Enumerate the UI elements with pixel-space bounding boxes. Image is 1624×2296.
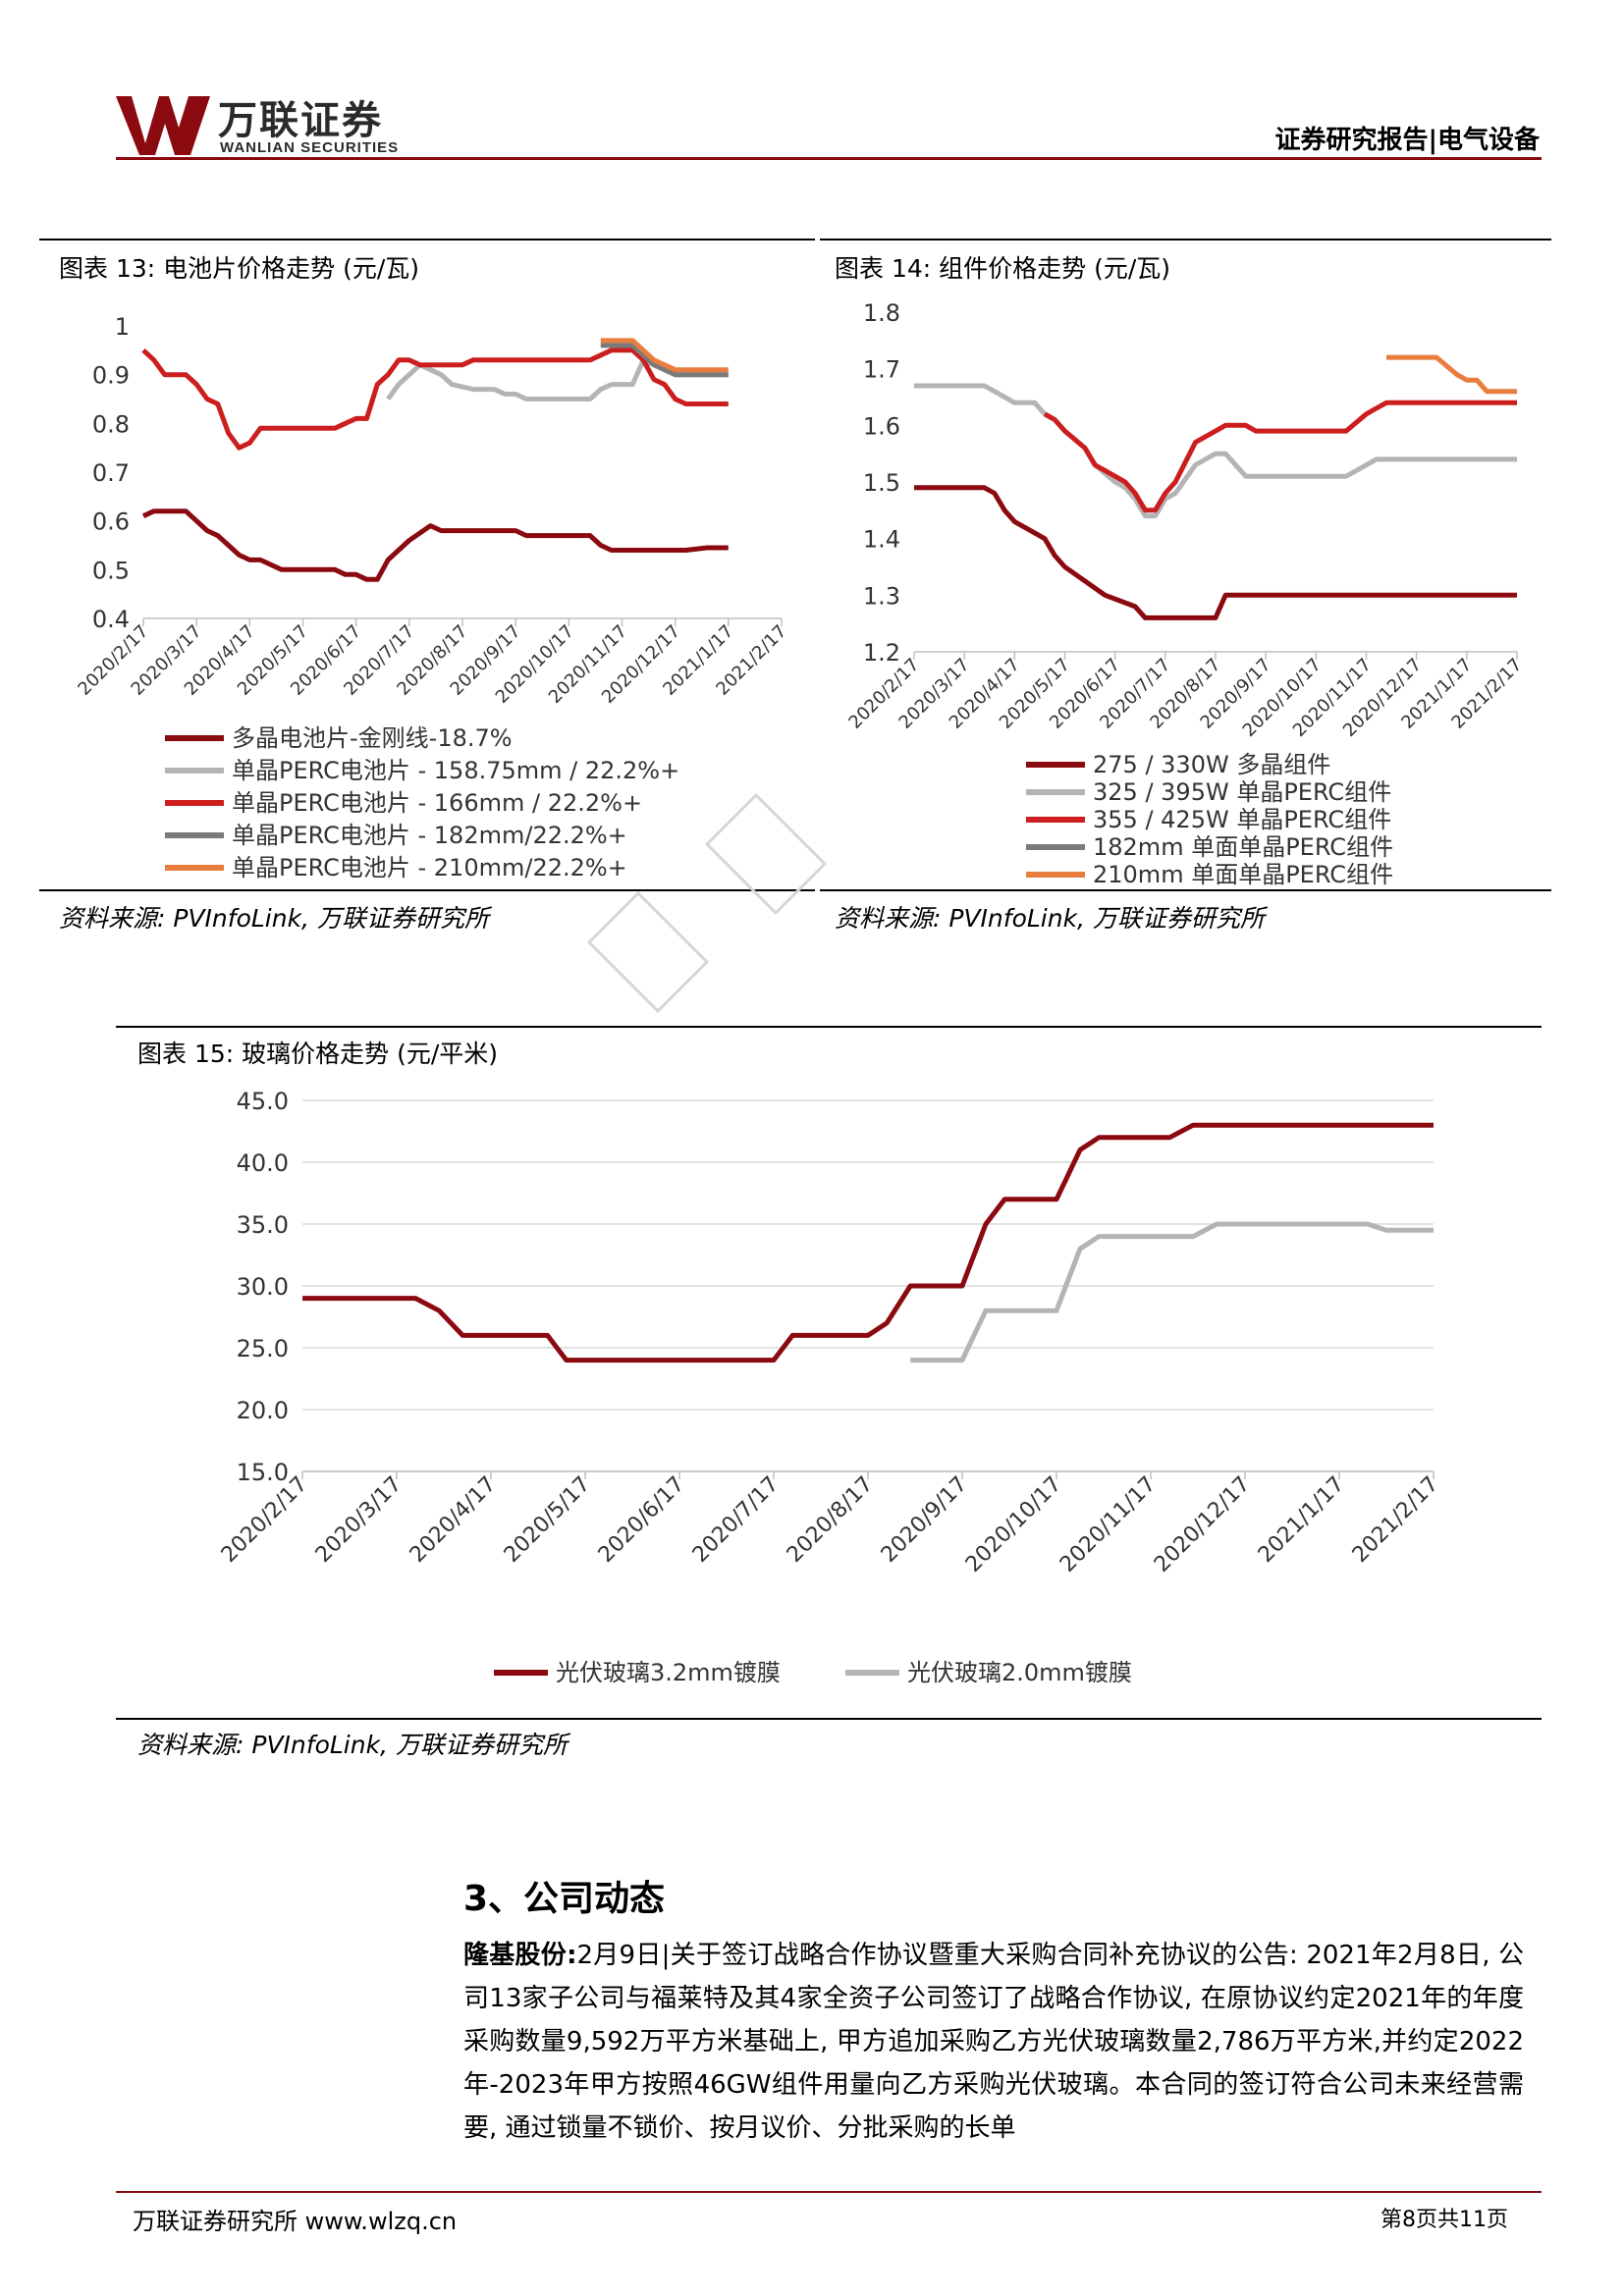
series-line-3: [600, 343, 729, 378]
legend-label: 275 / 330W 多晶组件: [1093, 751, 1330, 778]
y-tick-label: 1.3: [863, 582, 900, 610]
x-tick-label: 2020/4/17: [406, 1472, 501, 1568]
y-tick-label: 1.6: [863, 412, 900, 440]
company-logo: 万联证券 WANLIAN SECURITIES: [116, 88, 450, 159]
series-line-4: [1386, 354, 1517, 395]
series-line-0: [302, 1122, 1434, 1363]
x-tick-label: 2021/1/17: [1254, 1472, 1349, 1568]
footer-left: 万联证券研究所 www.wlzq.cn: [133, 2208, 458, 2235]
fig13-source: 资料来源: PVInfoLink, 万联证券研究所: [59, 904, 489, 933]
y-tick-label: 1.2: [863, 639, 900, 667]
fig13-top-rule: [39, 239, 815, 240]
y-tick-label: 30.0: [237, 1273, 289, 1301]
x-tick-label: 2020/6/17: [594, 1472, 689, 1568]
section-paragraph: 隆基股份:2月9日|关于签订战略合作协议暨重大采购合同补充协议的公告: 2021…: [463, 1934, 1524, 2150]
fig14-source: 资料来源: PVInfoLink, 万联证券研究所: [835, 904, 1265, 933]
logo-en-text: WANLIAN SECURITIES: [220, 139, 400, 156]
legend-label: 182mm 单面单晶PERC组件: [1093, 833, 1393, 861]
x-tick-label: 2020/5/17: [500, 1472, 595, 1568]
x-tick-label: 2020/9/17: [877, 1472, 972, 1568]
fig14-top-rule: [820, 239, 1551, 240]
chart-glass-price: 15.020.025.030.035.040.045.02020/2/17202…: [217, 1088, 1443, 1686]
x-tick-label: 2020/10/17: [961, 1472, 1066, 1577]
series-line-0: [141, 508, 729, 582]
legend-label: 光伏玻璃3.2mm镀膜: [556, 1659, 781, 1686]
x-tick-label: 2020/8/17: [783, 1472, 878, 1568]
fig15-source: 资料来源: PVInfoLink, 万联证券研究所: [137, 1731, 568, 1759]
fig14-bottom-rule: [820, 889, 1551, 891]
y-tick-label: 0.7: [92, 459, 130, 487]
series-line-1: [914, 383, 1517, 519]
legend-label: 光伏玻璃2.0mm镀膜: [907, 1659, 1132, 1686]
fig15-bottom-rule: [116, 1718, 1542, 1720]
legend-label: 单晶PERC电池片 - 182mm/22.2%+: [232, 822, 627, 849]
fig13-title: 图表 13: 电池片价格走势 (元/瓦): [59, 254, 420, 283]
y-tick-label: 1.8: [863, 299, 900, 327]
y-tick-label: 0.9: [92, 362, 130, 390]
fig15-title: 图表 15: 玻璃价格走势 (元/平米): [137, 1040, 499, 1068]
legend-label: 单晶PERC电池片 - 210mm/22.2%+: [232, 854, 627, 881]
y-tick-label: 0.4: [92, 606, 130, 633]
y-tick-label: 0.8: [92, 410, 130, 438]
company-name: 隆基股份:: [463, 1941, 577, 1970]
y-tick-label: 0.5: [92, 557, 130, 584]
y-tick-label: 40.0: [237, 1149, 289, 1177]
series-line-2: [141, 347, 729, 451]
footer-divider: [116, 2191, 1542, 2193]
series-line-4: [600, 338, 729, 373]
y-tick-label: 25.0: [237, 1335, 289, 1362]
x-tick-label: 2020/2/17: [217, 1472, 312, 1568]
y-tick-label: 45.0: [237, 1088, 289, 1115]
watermark-icon: [586, 792, 828, 1014]
paragraph-text: 2月9日|关于签订战略合作协议暨重大采购合同补充协议的公告: 2021年2月8日…: [463, 1941, 1524, 2143]
logo-cn-text: 万联证券: [218, 98, 383, 143]
x-tick-label: 2020/12/17: [1150, 1472, 1255, 1577]
x-tick-label: 2020/3/17: [311, 1472, 406, 1568]
legend-label: 325 / 395W 单晶PERC组件: [1093, 778, 1391, 806]
fig15-top-rule: [116, 1026, 1542, 1028]
report-type: 证券研究报告|电气设备: [1274, 126, 1541, 155]
y-tick-label: 1.7: [863, 356, 900, 384]
legend-label: 多晶电池片-金刚线-18.7%: [232, 724, 513, 752]
legend-label: 210mm 单面单晶PERC组件: [1093, 861, 1393, 885]
series-line-0: [914, 485, 1517, 620]
fig13-bottom-rule: [39, 889, 815, 891]
y-tick-label: 1.5: [863, 469, 900, 497]
y-tick-label: 1: [115, 313, 130, 341]
y-tick-label: 15.0: [237, 1459, 289, 1486]
legend-label: 355 / 425W 单晶PERC组件: [1093, 806, 1391, 833]
series-line-1: [910, 1221, 1434, 1363]
y-tick-label: 35.0: [237, 1211, 289, 1239]
page-number: 第8页共11页: [1380, 2208, 1508, 2232]
chart-module-price: 1.21.31.41.51.61.71.82020/2/172020/3/172…: [844, 299, 1526, 885]
x-tick-label: 2020/11/17: [1056, 1472, 1161, 1577]
legend-label: 单晶PERC电池片 - 158.75mm / 22.2%+: [232, 757, 679, 784]
x-tick-label: 2020/7/17: [688, 1472, 784, 1568]
legend-label: 单晶PERC电池片 - 166mm / 22.2%+: [232, 789, 642, 817]
page-header: 万联证券 WANLIAN SECURITIES 证券研究报告|电气设备: [116, 80, 1540, 159]
fig14-title: 图表 14: 组件价格走势 (元/瓦): [835, 254, 1171, 283]
x-tick-label: 2021/2/17: [1348, 1472, 1443, 1568]
chart-cell-price: 0.40.50.60.70.80.912020/2/172020/3/17202…: [74, 313, 790, 881]
header-divider: [116, 157, 1542, 160]
y-tick-label: 0.6: [92, 508, 130, 536]
section-title: 3、公司动态: [463, 1879, 666, 1919]
y-tick-label: 20.0: [237, 1397, 289, 1424]
series-line-2: [1043, 400, 1517, 513]
wanlian-logo-icon: [116, 96, 210, 155]
y-tick-label: 1.4: [863, 526, 900, 554]
